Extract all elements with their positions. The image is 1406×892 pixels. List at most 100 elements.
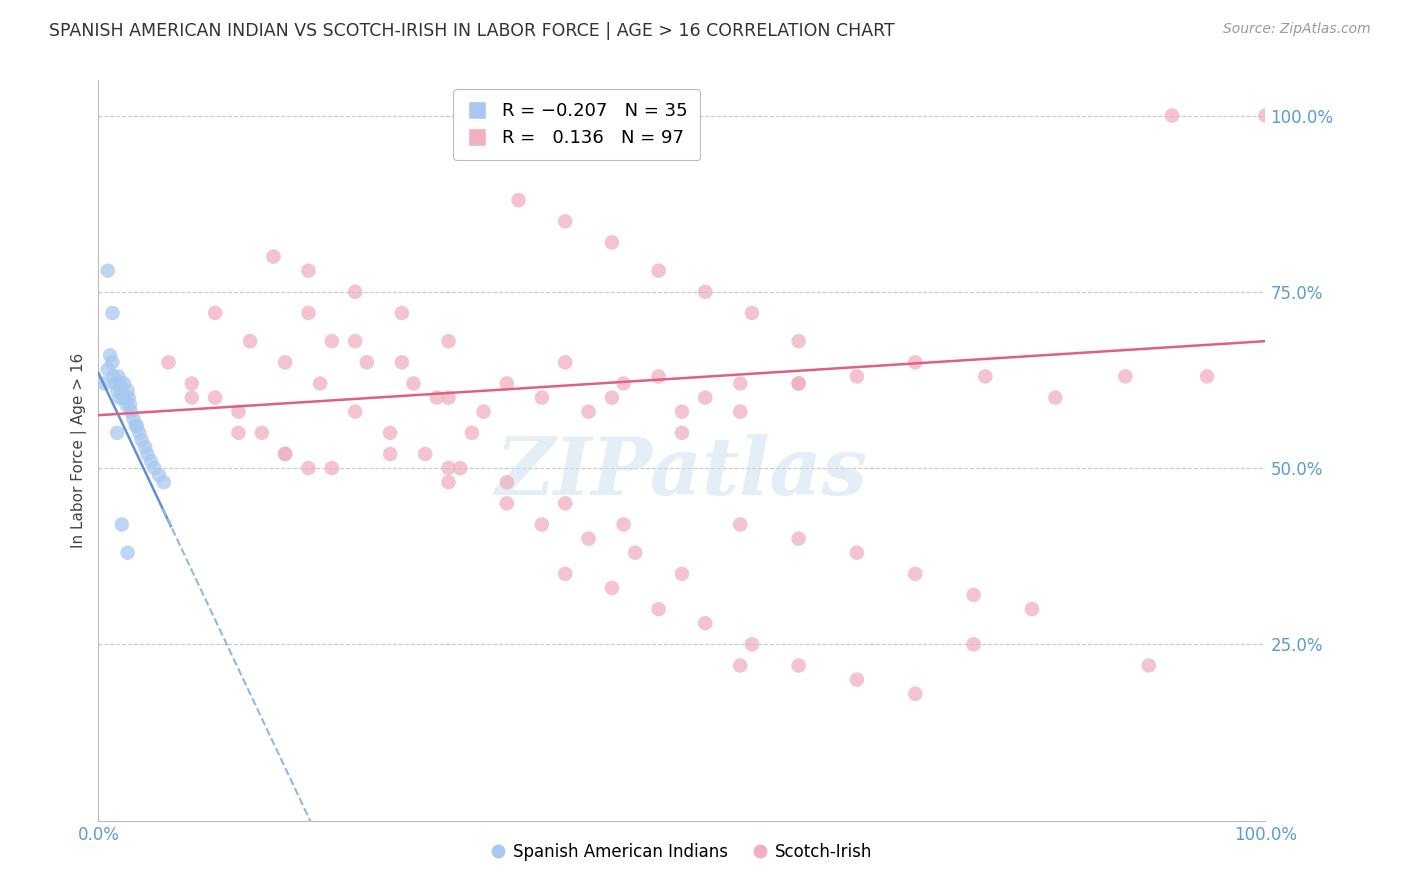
Point [437, 461, 460, 475]
Point [962, 637, 984, 651]
Point [97, 263, 120, 277]
Point [1137, 658, 1160, 673]
Point [974, 369, 997, 384]
Point [846, 673, 869, 687]
Point [105, 425, 128, 440]
Point [730, 517, 752, 532]
Point [787, 334, 810, 348]
Point [554, 355, 576, 369]
Point [846, 546, 869, 560]
Point [128, 425, 150, 440]
Point [107, 369, 129, 384]
Point [139, 454, 162, 468]
Point [437, 391, 460, 405]
Point [262, 250, 284, 264]
Point [530, 391, 553, 405]
Point [114, 391, 136, 405]
Point [98, 348, 121, 362]
Point [695, 285, 717, 299]
Point [1114, 369, 1136, 384]
Point [624, 546, 647, 560]
Point [647, 369, 669, 384]
Point [904, 687, 927, 701]
Point [730, 658, 752, 673]
Point [103, 369, 125, 384]
Point [110, 376, 132, 391]
Point [647, 602, 669, 616]
Point [671, 566, 693, 581]
Point [111, 517, 134, 532]
Point [904, 566, 927, 581]
Point [437, 334, 460, 348]
Point [647, 263, 669, 277]
Point [120, 405, 142, 419]
Point [122, 411, 145, 425]
Point [321, 334, 343, 348]
Point [496, 475, 519, 490]
Point [112, 376, 135, 391]
Point [101, 306, 124, 320]
Legend: Spanish American Indians, Scotch-Irish: Spanish American Indians, Scotch-Irish [485, 837, 879, 868]
Point [131, 433, 153, 447]
Point [111, 384, 134, 398]
Point [1045, 391, 1067, 405]
Point [117, 384, 139, 398]
Point [402, 376, 425, 391]
Point [115, 398, 138, 412]
Point [730, 405, 752, 419]
Point [180, 391, 202, 405]
Point [297, 461, 319, 475]
Point [530, 517, 553, 532]
Point [391, 306, 413, 320]
Point [1021, 602, 1043, 616]
Point [108, 391, 131, 405]
Point [496, 376, 519, 391]
Point [125, 418, 148, 433]
Point [671, 425, 693, 440]
Point [344, 334, 367, 348]
Point [118, 398, 141, 412]
Text: Source: ZipAtlas.com: Source: ZipAtlas.com [1223, 22, 1371, 37]
Point [228, 405, 250, 419]
Point [274, 447, 297, 461]
Point [93, 376, 115, 391]
Point [472, 405, 495, 419]
Point [157, 355, 180, 369]
Point [228, 425, 250, 440]
Point [671, 405, 693, 419]
Point [274, 447, 297, 461]
Text: ZIPatlas: ZIPatlas [496, 434, 868, 511]
Point [437, 475, 460, 490]
Point [309, 376, 332, 391]
Y-axis label: In Labor Force | Age > 16: In Labor Force | Age > 16 [72, 353, 87, 548]
Point [101, 355, 124, 369]
Point [613, 517, 636, 532]
Point [143, 461, 166, 475]
Point [204, 306, 226, 320]
Point [613, 376, 636, 391]
Point [136, 447, 159, 461]
Point [297, 306, 319, 320]
Point [695, 391, 717, 405]
Point [578, 405, 600, 419]
Point [846, 369, 869, 384]
Point [344, 405, 367, 419]
Point [239, 334, 262, 348]
Point [578, 532, 600, 546]
Point [104, 376, 127, 391]
Point [787, 376, 810, 391]
Point [344, 285, 367, 299]
Point [97, 362, 120, 376]
Point [695, 616, 717, 631]
Point [741, 637, 763, 651]
Point [508, 193, 530, 207]
Point [787, 658, 810, 673]
Point [134, 440, 156, 454]
Point [111, 391, 134, 405]
Point [118, 391, 141, 405]
Point [250, 425, 273, 440]
Point [496, 496, 519, 510]
Point [380, 447, 402, 461]
Point [125, 418, 148, 433]
Point [413, 447, 436, 461]
